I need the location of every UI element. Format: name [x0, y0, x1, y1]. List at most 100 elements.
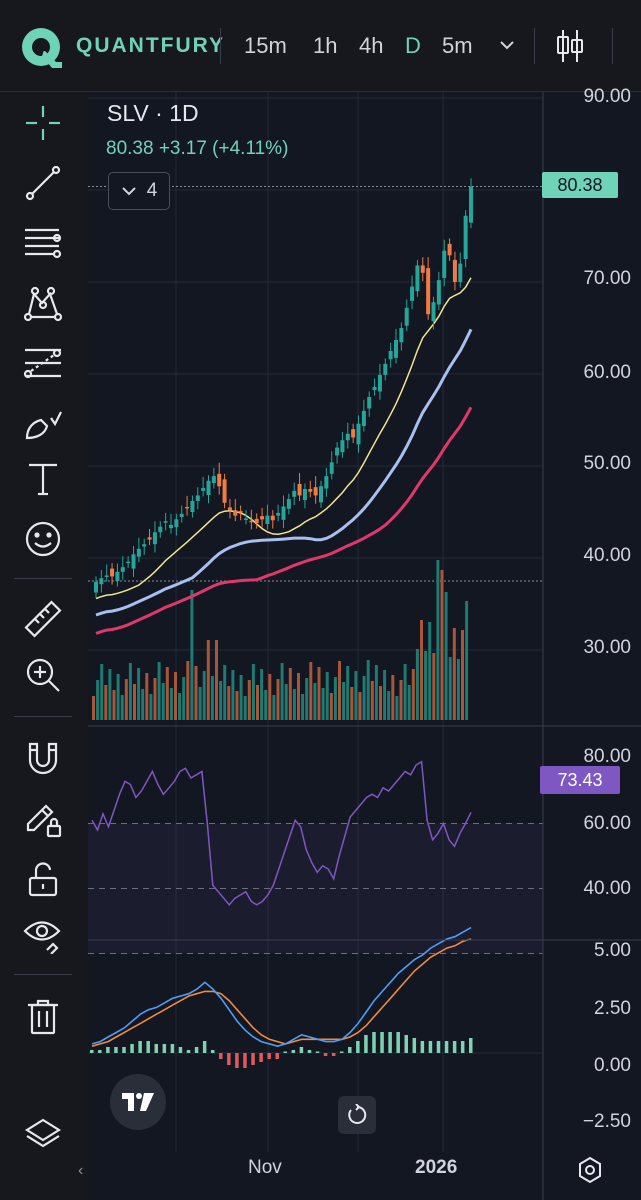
- macd-histogram-bar: [259, 1053, 263, 1062]
- settings-icon[interactable]: [576, 1156, 604, 1184]
- candle-body: [361, 410, 366, 426]
- candle-body: [335, 447, 340, 456]
- macd-histogram-bar: [428, 1041, 433, 1053]
- candle-body: [420, 265, 425, 273]
- candle-body: [469, 186, 473, 223]
- macd-pane: [88, 926, 543, 1068]
- volume-bar: [206, 640, 210, 720]
- unlock-tool[interactable]: [20, 856, 66, 902]
- prediction-tool[interactable]: [20, 340, 66, 386]
- volume-bar: [157, 662, 161, 720]
- timeframe-15m[interactable]: 15m: [244, 33, 287, 58]
- volume-bar: [223, 665, 227, 720]
- macd-histogram-bar: [469, 1038, 473, 1053]
- remove-drawings-tool[interactable]: [20, 994, 66, 1040]
- candle-body: [110, 568, 115, 577]
- macd-histogram-bar: [130, 1044, 134, 1053]
- drawing-toolbar: ‹: [0, 92, 88, 1200]
- macd-histogram-bar: [380, 1032, 384, 1053]
- volume-bar: [383, 670, 387, 720]
- emoji-tool[interactable]: [20, 516, 66, 562]
- pattern-tool[interactable]: [20, 280, 66, 326]
- volume-bar: [313, 683, 317, 720]
- indicators-toggle-button[interactable]: 4: [108, 172, 170, 210]
- timeframe-d[interactable]: D: [405, 33, 421, 58]
- price-chart[interactable]: [88, 92, 641, 1200]
- candle-body: [147, 537, 152, 540]
- volume-bar: [395, 696, 399, 720]
- volume-bar: [92, 696, 95, 720]
- volume-bar: [424, 651, 428, 720]
- macd-histogram-bar: [243, 1053, 247, 1068]
- crosshair-tool[interactable]: [20, 100, 66, 146]
- chevron-down-icon[interactable]: [498, 36, 516, 54]
- ruler-tool[interactable]: [20, 596, 66, 642]
- volume-bar: [297, 673, 300, 720]
- volume-bar: [112, 690, 116, 720]
- reset-chart-button[interactable]: [338, 1096, 376, 1134]
- volume-bar: [128, 663, 132, 720]
- candle-body: [233, 510, 238, 516]
- object-tree-tool[interactable]: [20, 1112, 66, 1158]
- macd-histogram-bar: [275, 1053, 279, 1059]
- pattern-icon: [23, 286, 63, 322]
- volume-bar: [403, 664, 407, 720]
- zoom-in-tool[interactable]: [20, 652, 66, 698]
- volume-bar: [465, 601, 469, 720]
- last-price-label: 80.38: [542, 172, 618, 198]
- volume-bar: [149, 694, 153, 720]
- quantfury-logo-icon: [22, 28, 62, 68]
- timeframe-5m[interactable]: 5m: [442, 33, 473, 58]
- chart-area[interactable]: SLV · 1D 80.38 +3.17 (+4.11%) 4 90.00 70…: [88, 86, 641, 1200]
- brush-tool[interactable]: [20, 400, 66, 446]
- candle-body: [244, 518, 248, 520]
- tradingview-logo-icon: [122, 1093, 154, 1111]
- candle-body: [286, 499, 291, 509]
- candle-body: [329, 462, 334, 474]
- macd-histogram-bar: [283, 1051, 288, 1053]
- volume-bar: [268, 674, 272, 720]
- timeframe-4h[interactable]: 4h: [359, 33, 384, 58]
- volume-bar: [215, 640, 218, 720]
- magnet-tool[interactable]: [20, 736, 66, 782]
- volume-bar: [379, 686, 382, 720]
- candle-body: [126, 561, 131, 564]
- volume-bar: [96, 680, 100, 720]
- volume-bar: [137, 668, 141, 720]
- volume-bar: [317, 667, 321, 720]
- timeframe-1h[interactable]: 1h: [313, 33, 338, 58]
- candlestick-chart-icon[interactable]: [556, 28, 584, 64]
- trend-line-tool[interactable]: [20, 160, 66, 206]
- volume-bar: [374, 665, 378, 720]
- tradingview-logo[interactable]: [110, 1074, 166, 1130]
- text-tool[interactable]: [20, 456, 66, 502]
- candle-body: [249, 520, 254, 523]
- macd-axis-label: 2.50: [594, 998, 631, 1019]
- volume-bar: [280, 663, 284, 720]
- symbol-title[interactable]: SLV · 1D: [107, 100, 199, 126]
- ma-fast-line: [95, 277, 472, 600]
- candle-body: [163, 521, 168, 523]
- toolbar-divider: [220, 28, 221, 64]
- macd-histogram-bar: [267, 1053, 271, 1059]
- collapse-toolbar-icon[interactable]: ‹: [78, 1162, 84, 1179]
- macd-histogram-bar: [114, 1047, 118, 1053]
- visibility-tool[interactable]: [20, 912, 66, 958]
- volume-bar: [436, 560, 440, 720]
- candle-body: [254, 518, 259, 524]
- volume-bar: [247, 680, 251, 720]
- fib-retracement-tool[interactable]: [20, 220, 66, 266]
- unlock-icon: [28, 862, 58, 897]
- candle-body: [227, 507, 232, 511]
- brush-icon: [25, 411, 62, 440]
- candle-body: [297, 483, 302, 496]
- lock-drawings-tool[interactable]: [20, 796, 66, 842]
- volume-bar: [235, 691, 239, 720]
- candle-body: [206, 480, 211, 495]
- volume-bar: [399, 680, 403, 720]
- candle-body: [394, 339, 398, 358]
- volume-bar: [387, 691, 391, 720]
- trend-line-icon: [25, 165, 61, 201]
- volume-bar: [194, 666, 198, 720]
- lock-drawing-icon: [26, 804, 62, 838]
